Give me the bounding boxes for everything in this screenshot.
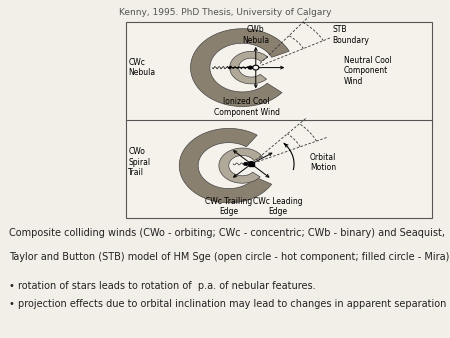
Text: CWc
Nebula: CWc Nebula xyxy=(128,58,155,77)
Text: Kenny, 1995. PhD Thesis, University of Calgary: Kenny, 1995. PhD Thesis, University of C… xyxy=(119,8,331,18)
Polygon shape xyxy=(230,51,268,84)
Text: CWc Leading
Edge: CWc Leading Edge xyxy=(253,197,303,216)
Text: Ionized Cool
Component Wind: Ionized Cool Component Wind xyxy=(214,97,280,117)
Bar xyxy=(126,22,432,218)
Bar xyxy=(248,162,254,166)
Circle shape xyxy=(243,162,248,166)
Circle shape xyxy=(248,66,252,69)
Polygon shape xyxy=(179,128,272,203)
Polygon shape xyxy=(219,148,262,183)
Text: • rotation of stars leads to rotation of  p.a. of nebular features.: • rotation of stars leads to rotation of… xyxy=(9,281,315,291)
Text: Neutral Cool
Component
Wind: Neutral Cool Component Wind xyxy=(343,56,392,86)
Text: CWb
Nebula: CWb Nebula xyxy=(242,25,270,45)
Text: Composite colliding winds (CWo - orbiting; CWc - concentric; CWb - binary) and S: Composite colliding winds (CWo - orbitin… xyxy=(9,228,445,238)
Text: CWc Trailing
Edge: CWc Trailing Edge xyxy=(205,197,252,216)
Text: • projection effects due to orbital inclination may lead to changes in apparent : • projection effects due to orbital incl… xyxy=(9,299,450,309)
Text: CWo
Spiral
Trail: CWo Spiral Trail xyxy=(128,147,150,177)
Text: STB
Boundary: STB Boundary xyxy=(332,25,369,45)
Text: Orbital
Motion: Orbital Motion xyxy=(310,152,336,172)
Text: Taylor and Button (STB) model of HM Sge (open circle - hot component; filled cir: Taylor and Button (STB) model of HM Sge … xyxy=(9,252,450,263)
Polygon shape xyxy=(190,29,289,106)
